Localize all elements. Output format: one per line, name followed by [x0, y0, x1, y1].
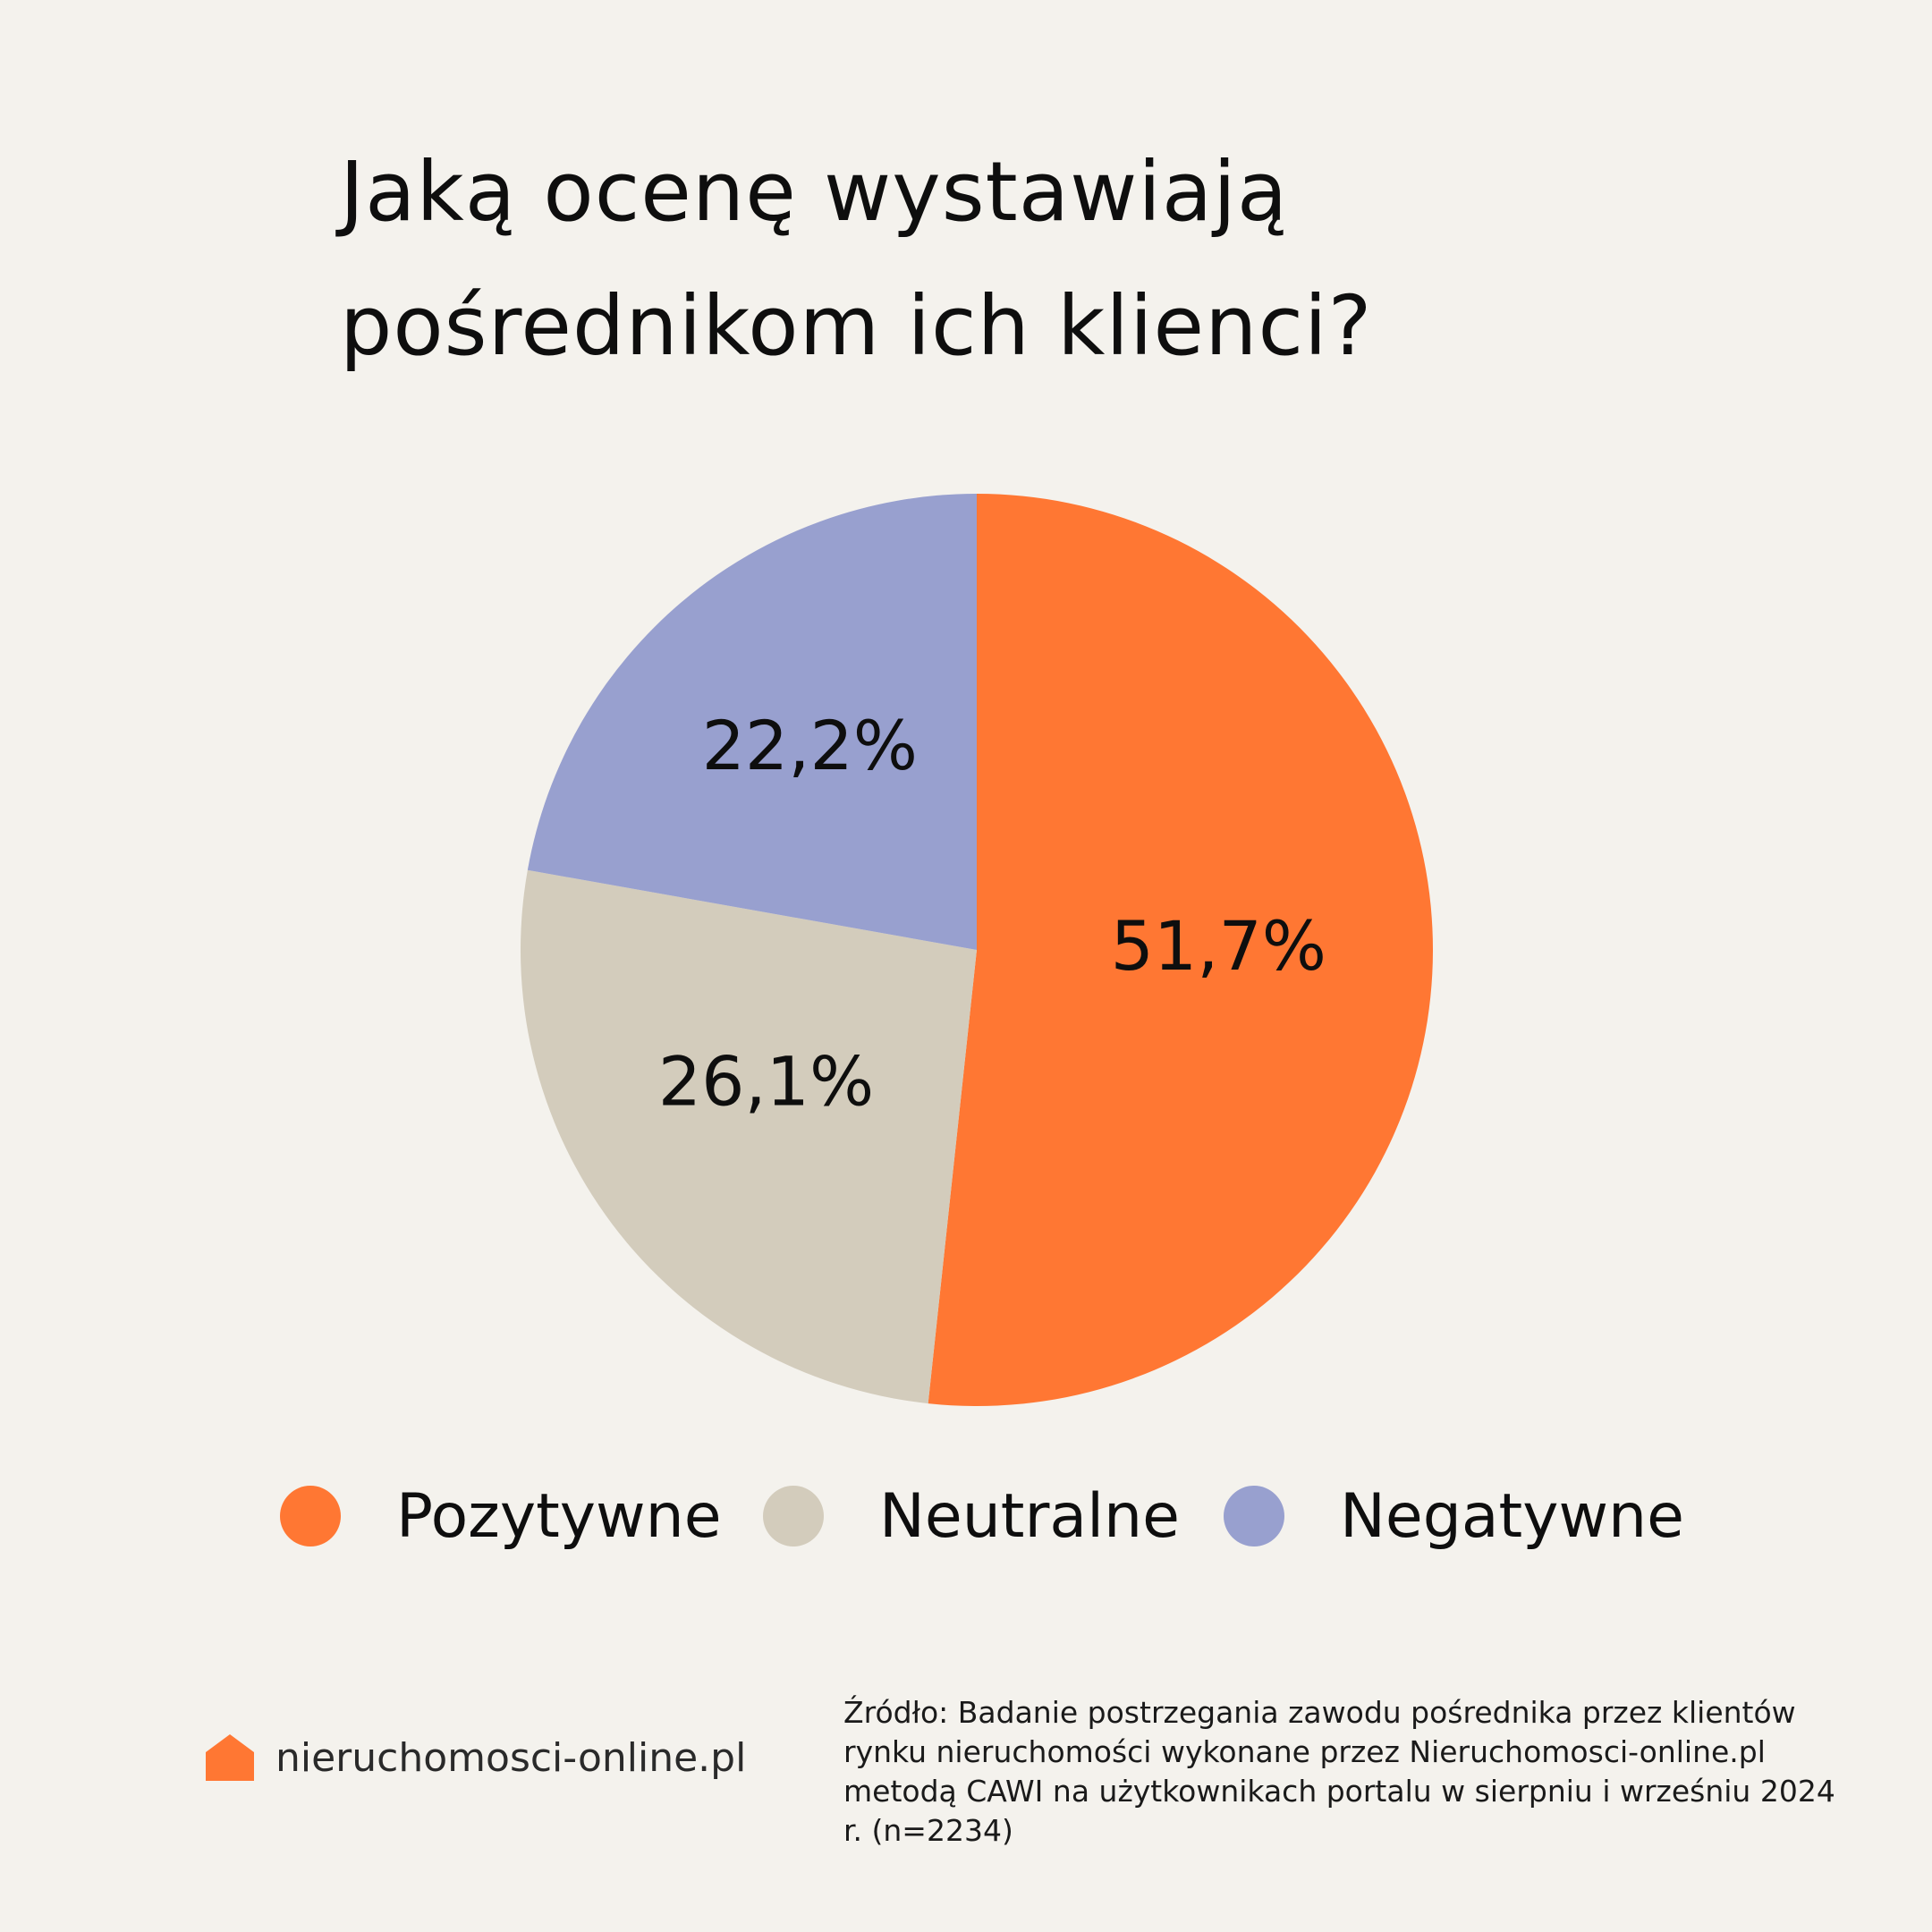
brand-logo: nieruchomosci-online.pl [206, 1731, 746, 1784]
legend-item-negatywne: Negatywne [1224, 1480, 1684, 1552]
chart-title-line-1: Jaką ocenę wystawiają [340, 144, 1289, 240]
legend-label-negatywne: Negatywne [1340, 1480, 1684, 1552]
pie-label-neutralne: 26,1% [658, 1041, 874, 1121]
pie-chart: 51,7% 26,1% 22,2% [521, 494, 1433, 1406]
legend-swatch-neutralne [763, 1486, 824, 1546]
chart-legend: Pozytywne Neutralne Negatywne [0, 1480, 1932, 1552]
pie-label-negatywne: 22,2% [702, 706, 918, 785]
pie-slice-neutralne [521, 869, 977, 1404]
chart-title-line-2: pośrednikom ich klienci? [340, 278, 1373, 374]
chart-title: Jaką ocenę wystawiają pośrednikom ich kl… [340, 125, 1682, 394]
legend-label-neutralne: Neutralne [879, 1480, 1180, 1552]
legend-swatch-negatywne [1224, 1486, 1284, 1546]
brand-name: nieruchomosci-online.pl [275, 1734, 747, 1781]
legend-swatch-pozytywne [280, 1486, 341, 1546]
legend-label-pozytywne: Pozytywne [396, 1480, 722, 1552]
source-note: Źródło: Badanie postrzegania zawodu pośr… [843, 1695, 1835, 1848]
legend-item-neutralne: Neutralne [763, 1480, 1180, 1552]
legend-item-pozytywne: Pozytywne [280, 1480, 722, 1552]
pie-slice-pozytywne [928, 494, 1433, 1406]
pie-label-pozytywne: 51,7% [1111, 906, 1326, 986]
pie-slice-negatywne [527, 494, 977, 950]
house-icon [206, 1734, 254, 1781]
